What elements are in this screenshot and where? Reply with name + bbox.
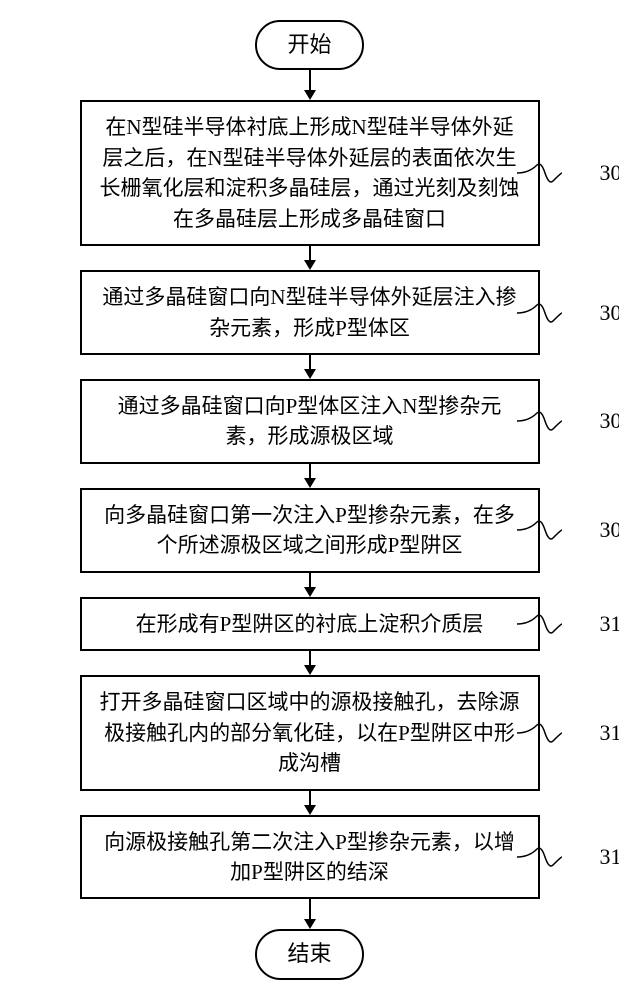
start-terminator: 开始: [255, 20, 363, 70]
process-step-304: 通过多晶硅窗口向N型硅半导体外延层注入掺杂元素，形成P型体区: [80, 270, 540, 355]
step-label: 302: [600, 160, 619, 186]
process-text: 通过多晶硅窗口向P型体区注入N型掺杂元素，形成源极区域: [118, 394, 502, 448]
process-row: 通过多晶硅窗口向P型体区注入N型掺杂元素，形成源极区域 306: [30, 379, 589, 464]
process-step-312: 打开多晶硅窗口区域中的源极接触孔，去除源极接触孔内的部分氧化硅，以在P型阱区中形…: [80, 675, 540, 790]
step-label: 314: [600, 844, 619, 870]
process-text: 在N型硅半导体衬底上形成N型硅半导体外延层之后，在N型硅半导体外延层的表面依次生…: [100, 115, 520, 230]
connector-arrow: [30, 246, 589, 270]
step-label: 306: [600, 408, 619, 434]
process-text: 向多晶硅窗口第一次注入P型掺杂元素，在多个所述源极区域之间形成P型阱区: [104, 503, 515, 557]
process-step-308: 向多晶硅窗口第一次注入P型掺杂元素，在多个所述源极区域之间形成P型阱区: [80, 488, 540, 573]
process-row: 向多晶硅窗口第一次注入P型掺杂元素，在多个所述源极区域之间形成P型阱区 308: [30, 488, 589, 573]
process-text: 在形成有P型阱区的衬底上淀积介质层: [136, 612, 484, 636]
connector-arrow: [30, 651, 589, 675]
process-row: 通过多晶硅窗口向N型硅半导体外延层注入掺杂元素，形成P型体区 304: [30, 270, 589, 355]
connector-arrow: [30, 899, 589, 929]
step-label: 310: [600, 611, 619, 637]
end-terminator: 结束: [255, 929, 363, 979]
process-step-310: 在形成有P型阱区的衬底上淀积介质层: [80, 597, 540, 651]
step-label: 312: [600, 720, 619, 746]
connector-arrow: [30, 791, 589, 815]
process-text: 通过多晶硅窗口向N型硅半导体外延层注入掺杂元素，形成P型体区: [102, 285, 516, 339]
connector-arrow: [30, 464, 589, 488]
process-step-302: 在N型硅半导体衬底上形成N型硅半导体外延层之后，在N型硅半导体外延层的表面依次生…: [80, 100, 540, 246]
connector-arrow: [30, 355, 589, 379]
connector-arrow: [30, 573, 589, 597]
process-text: 打开多晶硅窗口区域中的源极接触孔，去除源极接触孔内的部分氧化硅，以在P型阱区中形…: [100, 690, 520, 775]
process-row: 在N型硅半导体衬底上形成N型硅半导体外延层之后，在N型硅半导体外延层的表面依次生…: [30, 100, 589, 246]
process-step-314: 向源极接触孔第二次注入P型掺杂元素，以增加P型阱区的结深: [80, 815, 540, 900]
end-label: 结束: [287, 941, 331, 966]
step-label: 308: [600, 517, 619, 543]
process-row: 打开多晶硅窗口区域中的源极接触孔，去除源极接触孔内的部分氧化硅，以在P型阱区中形…: [30, 675, 589, 790]
process-step-306: 通过多晶硅窗口向P型体区注入N型掺杂元素，形成源极区域: [80, 379, 540, 464]
start-label: 开始: [287, 32, 331, 57]
process-row: 在形成有P型阱区的衬底上淀积介质层 310: [30, 597, 589, 651]
process-text: 向源极接触孔第二次注入P型掺杂元素，以增加P型阱区的结深: [104, 830, 515, 884]
flowchart-container: 开始 在N型硅半导体衬底上形成N型硅半导体外延层之后，在N型硅半导体外延层的表面…: [30, 20, 589, 980]
step-label: 304: [600, 300, 619, 326]
connector-arrow: [30, 70, 589, 100]
process-row: 向源极接触孔第二次注入P型掺杂元素，以增加P型阱区的结深 314: [30, 815, 589, 900]
